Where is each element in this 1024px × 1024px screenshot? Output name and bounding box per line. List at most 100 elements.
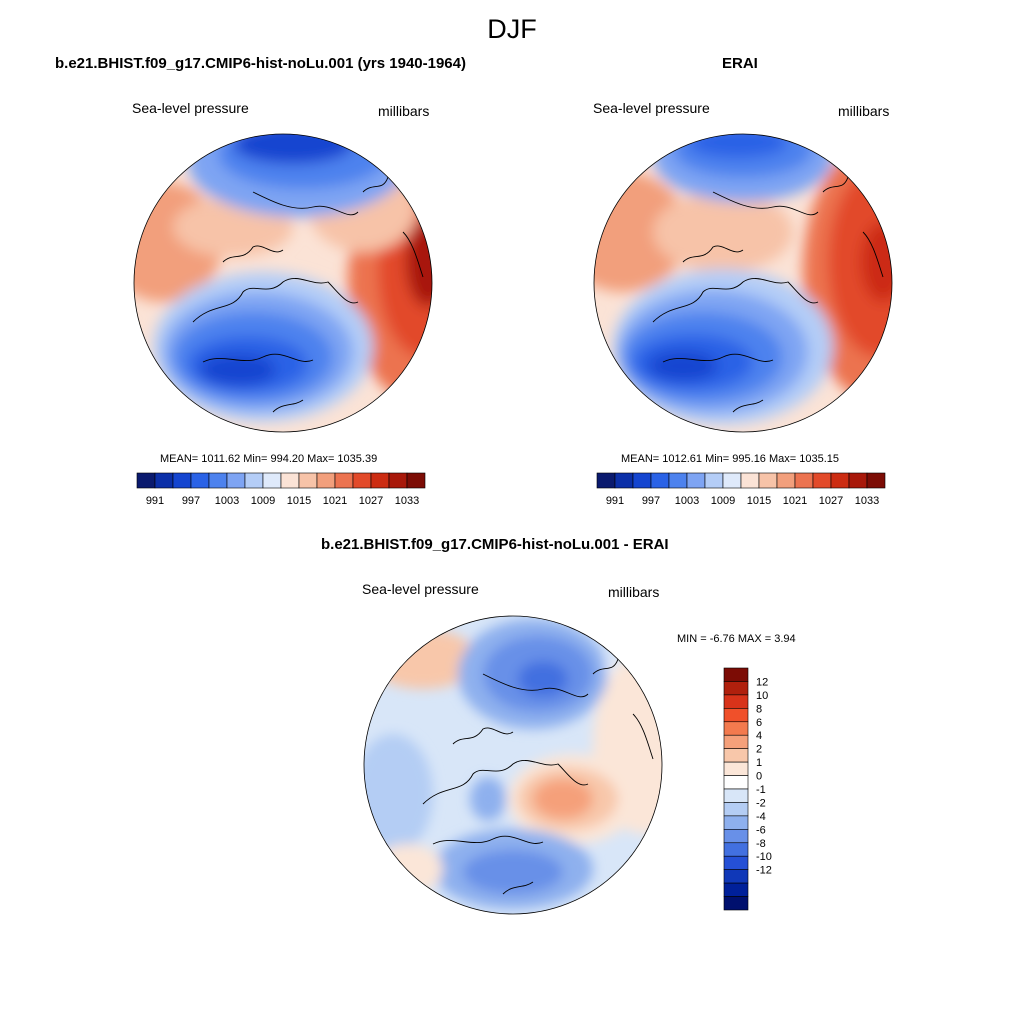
colorbar-cell (723, 842, 749, 857)
colorbar-tick-label: -2 (756, 797, 766, 809)
colorbar-tick-label: 1 (756, 757, 762, 769)
colorbar-cell (830, 472, 850, 489)
colorbar-cell (723, 855, 749, 870)
panel-1-stats: MEAN= 1011.62 Min= 994.20 Max= 1035.39 (160, 453, 378, 465)
colorbar-tick-label: -6 (756, 824, 766, 836)
panel-1-variable-label: Sea-level pressure (132, 100, 249, 116)
colorbar-cell (596, 472, 616, 489)
colorbar-cell (614, 472, 634, 489)
colorbar-tick-label: 4 (756, 730, 762, 742)
colorbar-tick-label: 991 (146, 495, 164, 507)
colorbar-tick-label: 1015 (287, 495, 311, 507)
panel-3-stats: MIN = -6.76 MAX = 3.94 (677, 633, 796, 645)
colorbar-tick-label: 1027 (359, 495, 383, 507)
colorbar-tick-label: 991 (606, 495, 624, 507)
colorbar-cell (334, 472, 354, 489)
colorbar-cell (723, 882, 749, 897)
colorbar-cell (704, 472, 724, 489)
panel-2-stats: MEAN= 1012.61 Min= 995.16 Max= 1035.15 (621, 453, 840, 465)
colorbar-tick-label: -12 (756, 865, 772, 877)
colorbar-erai-cells (596, 472, 886, 489)
colorbar-cell (723, 708, 749, 723)
colorbar-cell (154, 472, 174, 489)
colorbar-difference-cells (723, 667, 749, 911)
colorbar-tick-label: 997 (642, 495, 660, 507)
colorbar-cell (172, 472, 192, 489)
colorbar-erai-labels: 991 997 1003 1009 1015 1021 1027 1033 (606, 495, 879, 507)
colorbar-cell (866, 472, 886, 489)
panel-1-units-label: millibars (378, 103, 430, 119)
colorbar-tick-label: 6 (756, 717, 762, 729)
colorbar-cell (723, 896, 749, 911)
colorbar-cell (722, 472, 742, 489)
colorbar-tick-label: 1015 (747, 495, 771, 507)
colorbar-cell (370, 472, 390, 489)
colorbar-tick-label: 10 (756, 690, 768, 702)
colorbar-tick-label: 0 (756, 771, 762, 783)
colorbar-cell (352, 472, 372, 489)
colorbar-cell (316, 472, 336, 489)
colorbar-tick-label: -4 (756, 811, 766, 823)
colorbar-tick-label: -8 (756, 838, 766, 850)
colorbar-cell (723, 681, 749, 696)
colorbar-cell (406, 472, 426, 489)
colorbar-cell (723, 815, 749, 830)
colorbar-cell (668, 472, 688, 489)
colorbar-tick-label: 997 (182, 495, 200, 507)
colorbar-tick-label: 1021 (783, 495, 807, 507)
colorbar-cell (740, 472, 760, 489)
colorbar-tick-label: 1033 (855, 495, 879, 507)
colorbar-tick-label: 12 (756, 676, 768, 688)
colorbar-cell (650, 472, 670, 489)
colorbar-tick-label: -10 (756, 851, 772, 863)
colorbar-cell (776, 472, 796, 489)
map-model-slp (133, 133, 433, 433)
colorbar-cell (388, 472, 408, 489)
colorbar-tick-label: 1021 (323, 495, 347, 507)
colorbar-cell (723, 734, 749, 749)
colorbar-tick-label: 1027 (819, 495, 843, 507)
panel-2-variable-label: Sea-level pressure (593, 100, 710, 116)
colorbar-model-cells (136, 472, 426, 489)
colorbar-cell (794, 472, 814, 489)
colorbar-cell (723, 829, 749, 844)
colorbar-tick-label: 2 (756, 744, 762, 756)
colorbar-tick-label: 1009 (251, 495, 275, 507)
colorbar-cell (136, 472, 156, 489)
colorbar-cell (208, 472, 228, 489)
panel-3-title: b.e21.BHIST.f09_g17.CMIP6-hist-noLu.001 … (321, 536, 669, 553)
colorbar-cell (244, 472, 264, 489)
colorbar-cell (723, 761, 749, 776)
panel-2-units-label: millibars (838, 103, 890, 119)
colorbar-cell (723, 802, 749, 817)
colorbar-model-labels: 991 997 1003 1009 1015 1021 1027 1033 (146, 495, 419, 507)
colorbar-tick-label: 1009 (711, 495, 735, 507)
colorbar-cell (262, 472, 282, 489)
colorbar-cell (723, 694, 749, 709)
colorbar-tick-label: 1003 (675, 495, 699, 507)
colorbar-tick-label: 1003 (215, 495, 239, 507)
colorbar-cell (723, 869, 749, 884)
colorbar-tick-label: 1033 (395, 495, 419, 507)
colorbar-model: 991 997 1003 1009 1015 1021 1027 1033 (136, 472, 426, 507)
colorbar-cell (298, 472, 318, 489)
panel-3-units-label: millibars (608, 584, 660, 600)
colorbar-cell (723, 667, 749, 682)
colorbar-cell (848, 472, 868, 489)
figure-title: DJF (487, 14, 537, 44)
colorbar-cell (632, 472, 652, 489)
colorbar-cell (686, 472, 706, 489)
colorbar-cell (723, 788, 749, 803)
panel-2-title: ERAI (722, 55, 758, 72)
colorbar-cell (723, 721, 749, 736)
colorbar-cell (190, 472, 210, 489)
colorbar-cell (226, 472, 246, 489)
colorbar-tick-label: -1 (756, 784, 766, 796)
colorbar-erai: 991 997 1003 1009 1015 1021 1027 1033 (596, 472, 886, 507)
colorbar-cell (758, 472, 778, 489)
colorbar-cell (723, 775, 749, 790)
colorbar-cell (280, 472, 300, 489)
map-erai-slp (593, 133, 893, 433)
colorbar-cell (812, 472, 832, 489)
